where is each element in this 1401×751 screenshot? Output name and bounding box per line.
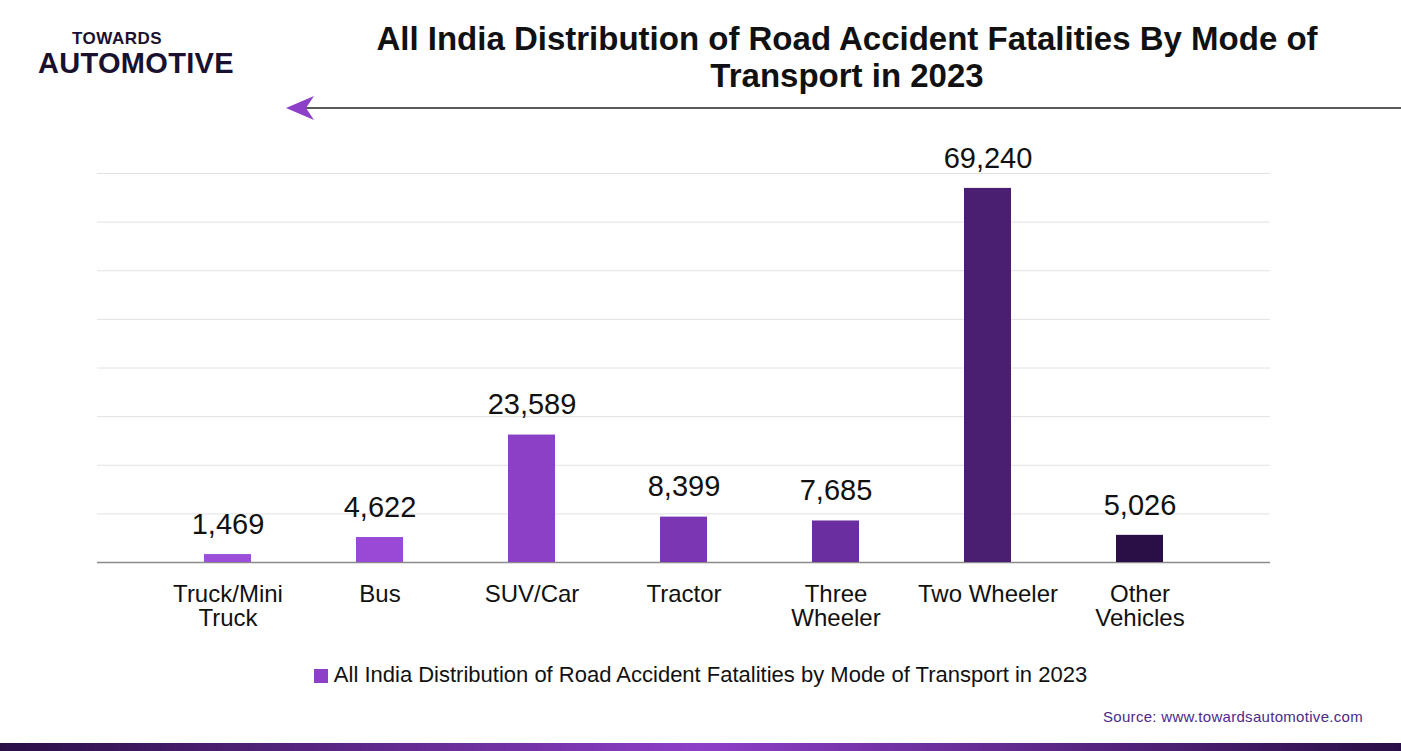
html-text:TOWARDS: TOWARDS	[72, 29, 163, 48]
svg-text:4,622: 4,622	[344, 491, 417, 523]
svg-text:5,026: 5,026	[1104, 489, 1177, 521]
svg-text:Two Wheeler: Two Wheeler	[918, 580, 1058, 607]
svg-text:ThreeWheeler: ThreeWheeler	[791, 580, 880, 631]
svg-text:Tractor: Tractor	[646, 580, 721, 607]
svg-text:1,469: 1,469	[192, 508, 265, 540]
html-text:Source: www.towardsautomotive.: Source: www.towardsautomotive.com	[1103, 708, 1363, 725]
svg-text:69,240: 69,240	[944, 142, 1033, 174]
svg-text:23,589: 23,589	[488, 388, 577, 420]
svg-text:7,685: 7,685	[800, 474, 873, 506]
html-text:All India Distribution of Road: All India Distribution of Road Accident …	[333, 662, 1088, 687]
svg-text:Bus: Bus	[359, 580, 400, 607]
svg-text:SUV/Car: SUV/Car	[485, 580, 580, 607]
svg-text:OtherVehicles: OtherVehicles	[1095, 580, 1184, 631]
svg-text:8,399: 8,399	[648, 470, 721, 502]
html-text:All India Distribution of Road: All India Distribution of Road Accident …	[376, 20, 1318, 94]
html-text:AUTOMOTIVE: AUTOMOTIVE	[38, 47, 234, 79]
svg-text:Truck/MiniTruck: Truck/MiniTruck	[173, 580, 283, 631]
